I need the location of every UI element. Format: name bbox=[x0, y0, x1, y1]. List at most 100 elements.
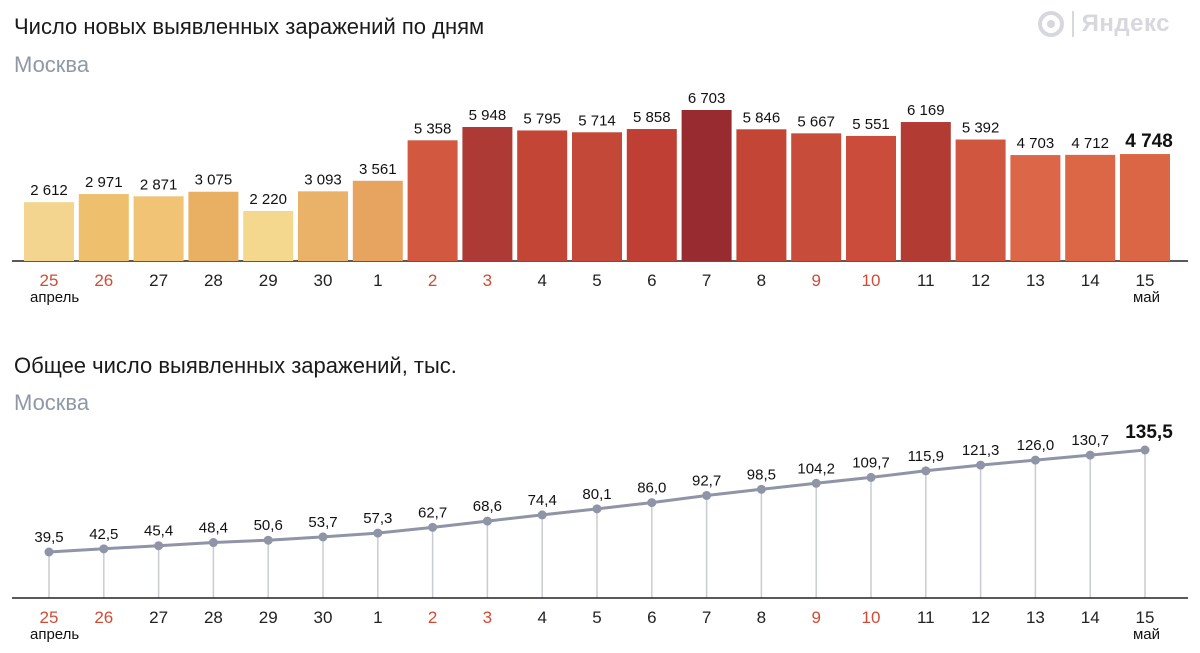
month-label-start: апрель bbox=[30, 289, 79, 306]
x-tick-label: 27 bbox=[149, 608, 168, 627]
bar-value-label: 2 612 bbox=[30, 182, 68, 199]
x-tick-label: 25 bbox=[40, 608, 59, 627]
bar-value-label: 3 561 bbox=[359, 161, 397, 178]
bar bbox=[1010, 155, 1061, 261]
data-point bbox=[702, 490, 712, 500]
x-tick-label: 10 bbox=[862, 608, 881, 627]
bar-value-label: 5 551 bbox=[852, 116, 890, 133]
data-point bbox=[592, 504, 602, 514]
x-tick-label: 8 bbox=[757, 608, 766, 627]
chart2-subtitle: Москва bbox=[14, 390, 90, 415]
bar-value-label: 5 858 bbox=[633, 109, 671, 126]
bar bbox=[78, 194, 129, 261]
x-tick-label: 9 bbox=[811, 271, 820, 290]
data-point bbox=[263, 535, 273, 545]
point-value-label: 92,7 bbox=[692, 472, 721, 489]
data-point bbox=[373, 528, 383, 538]
data-point bbox=[154, 541, 164, 551]
x-tick-label: 30 bbox=[314, 271, 333, 290]
point-value-label: 121,3 bbox=[962, 442, 1000, 459]
bar-value-label: 4 712 bbox=[1071, 135, 1109, 152]
x-tick-label: 15 bbox=[1136, 271, 1155, 290]
bar bbox=[517, 130, 568, 261]
point-value-label: 45,4 bbox=[144, 523, 173, 540]
yandex-logo[interactable]: Яндекс bbox=[1037, 10, 1170, 38]
point-value-label: 48,4 bbox=[199, 520, 228, 537]
point-value-label: 86,0 bbox=[637, 480, 666, 497]
x-tick-label: 1 bbox=[373, 271, 382, 290]
bar bbox=[462, 127, 513, 261]
x-tick-label: 9 bbox=[811, 608, 820, 627]
x-tick-label: 11 bbox=[917, 608, 935, 627]
data-point bbox=[482, 516, 492, 526]
point-value-label: 98,5 bbox=[747, 466, 776, 483]
data-point bbox=[866, 472, 876, 482]
bar-value-label: 2 971 bbox=[85, 174, 123, 191]
bar bbox=[24, 202, 74, 261]
point-value-label: 126,0 bbox=[1017, 437, 1055, 454]
chart1-subtitle: Москва bbox=[14, 52, 90, 77]
data-point bbox=[537, 510, 547, 520]
bar-value-label: 6 703 bbox=[688, 90, 726, 107]
data-point bbox=[318, 532, 328, 542]
x-tick-label: 5 bbox=[592, 608, 601, 627]
point-value-label: 130,7 bbox=[1071, 432, 1109, 449]
point-value-label: 57,3 bbox=[363, 510, 392, 527]
data-point bbox=[756, 484, 766, 494]
x-tick-label: 4 bbox=[537, 271, 546, 290]
x-tick-label: 6 bbox=[647, 271, 656, 290]
data-point bbox=[1085, 450, 1095, 460]
bar bbox=[243, 210, 294, 261]
bar bbox=[900, 122, 951, 261]
yandex-logo-icon bbox=[1037, 11, 1064, 37]
bar-value-label: 5 948 bbox=[469, 107, 507, 124]
bar bbox=[298, 191, 348, 261]
point-value-label: 42,5 bbox=[89, 526, 118, 543]
x-tick-label: 26 bbox=[94, 271, 113, 290]
bar-value-label: 5 795 bbox=[523, 110, 561, 127]
x-tick-label: 29 bbox=[259, 271, 278, 290]
bar bbox=[736, 129, 787, 261]
data-point bbox=[1030, 455, 1040, 465]
x-tick-label: 14 bbox=[1081, 271, 1100, 290]
logo-divider bbox=[1071, 11, 1074, 37]
x-tick-label: 27 bbox=[149, 271, 168, 290]
month-label-end: май bbox=[1133, 289, 1160, 306]
brand-name: Яндекс bbox=[1081, 10, 1170, 37]
x-tick-label: 6 bbox=[647, 608, 656, 627]
bar bbox=[626, 129, 677, 261]
x-tick-label: 13 bbox=[1026, 608, 1045, 627]
bar bbox=[681, 110, 732, 261]
bar-value-label: 5 714 bbox=[578, 112, 616, 129]
bar-value-label: 3 075 bbox=[195, 172, 233, 189]
bar-value-label: 4 703 bbox=[1017, 135, 1055, 152]
x-tick-label: 28 bbox=[204, 608, 223, 627]
point-value-label: 68,6 bbox=[473, 498, 502, 515]
bar-value-label: 5 667 bbox=[797, 113, 835, 130]
data-point bbox=[428, 522, 438, 532]
x-tick-label: 13 bbox=[1026, 271, 1045, 290]
bar bbox=[846, 135, 896, 261]
x-tick-label: 11 bbox=[917, 271, 935, 290]
bar bbox=[407, 140, 458, 261]
x-tick-label: 7 bbox=[702, 608, 711, 627]
point-value-label: 135,5 bbox=[1125, 422, 1173, 443]
data-point bbox=[99, 544, 109, 554]
bar-value-label: 2 220 bbox=[249, 191, 287, 208]
bar-value-label: 6 169 bbox=[907, 102, 945, 119]
x-tick-label: 25 bbox=[40, 271, 59, 290]
chart2-title: Общее число выявленных заражений, тыс. bbox=[14, 353, 457, 378]
x-tick-label: 2 bbox=[428, 608, 437, 627]
x-tick-label: 7 bbox=[702, 271, 711, 290]
bar bbox=[955, 139, 1006, 261]
x-tick-label: 8 bbox=[757, 271, 766, 290]
bar bbox=[1120, 154, 1170, 261]
x-tick-label: 26 bbox=[94, 608, 113, 627]
data-point bbox=[811, 478, 821, 488]
month-label-end: май bbox=[1133, 626, 1160, 643]
bar bbox=[188, 191, 239, 261]
point-value-label: 53,7 bbox=[308, 514, 337, 531]
x-tick-label: 15 bbox=[1136, 608, 1155, 627]
bar-value-label: 3 093 bbox=[304, 171, 342, 188]
chart1-title: Число новых выявленных заражений по дням bbox=[14, 14, 485, 39]
